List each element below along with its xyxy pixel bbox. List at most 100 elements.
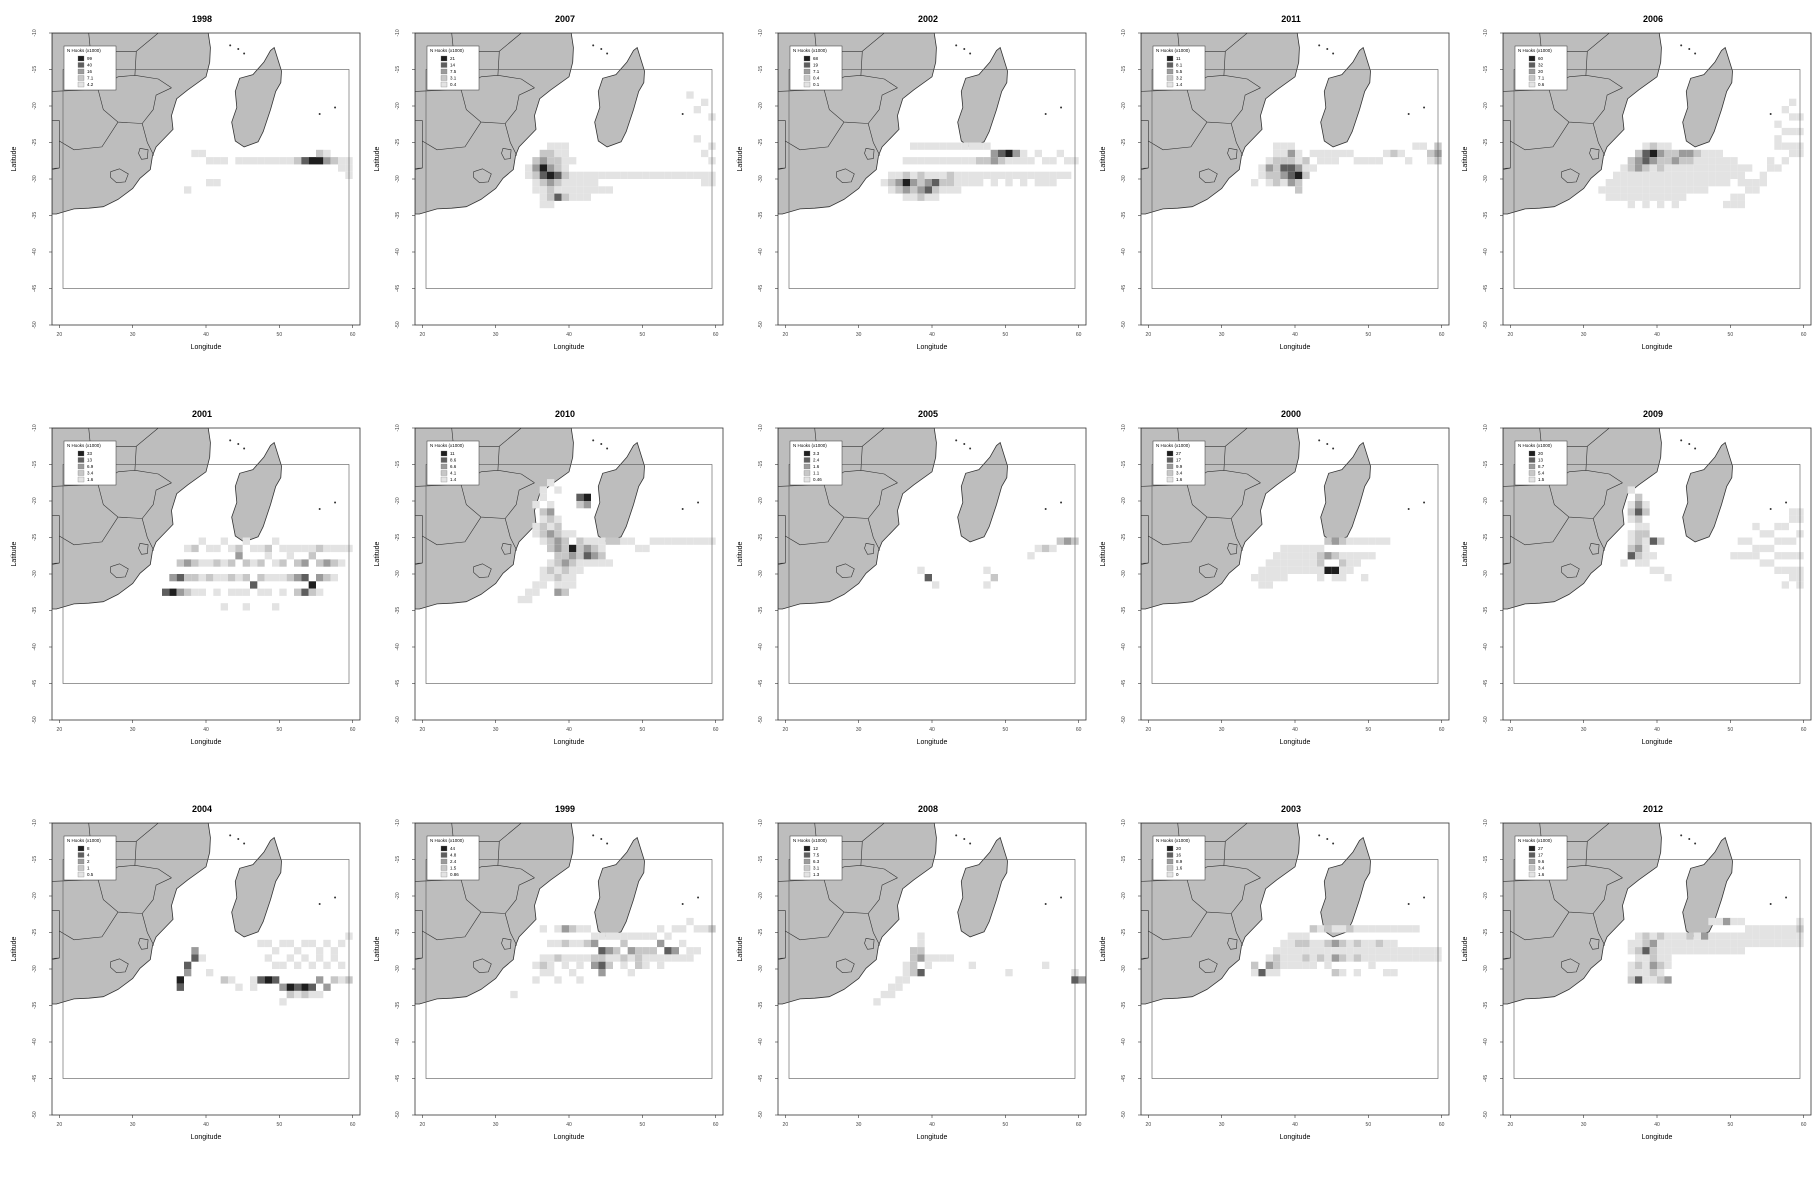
effort-cell	[330, 157, 338, 165]
effort-cell	[924, 193, 932, 201]
island-dot	[1688, 48, 1691, 51]
madagascar-landmass	[594, 441, 645, 543]
y-tick-label: -45	[32, 285, 38, 292]
map-panel: 2007 20 30 40 50 60 -10 -15 -20 -25 -30 -35 -40 -45 -5…	[363, 0, 725, 395]
effort-cell	[895, 983, 903, 991]
effort-cell	[1752, 925, 1760, 933]
effort-cell	[1759, 932, 1767, 940]
effort-cell	[316, 574, 324, 582]
effort-cell	[286, 939, 294, 948]
y-tick-label: -30	[395, 175, 401, 182]
effort-cell	[1737, 917, 1745, 926]
effort-cell	[1317, 544, 1325, 553]
effort-cell	[1397, 925, 1405, 933]
effort-cell	[583, 552, 591, 560]
effort-cell	[1375, 954, 1383, 962]
y-tick-label: -30	[1121, 965, 1127, 972]
effort-cell	[1627, 947, 1635, 955]
effort-cell	[1295, 947, 1303, 955]
madagascar-landmass	[231, 836, 282, 938]
effort-cell	[932, 171, 940, 179]
legend-title: N Hooks (x1000)	[1518, 443, 1552, 448]
x-axis-label: Longitude	[191, 1134, 222, 1141]
country-border	[52, 120, 60, 169]
y-tick-label: -50	[32, 321, 38, 328]
x-tick-label: 30	[130, 1122, 136, 1128]
island-dot	[1423, 501, 1426, 504]
effort-cell	[1642, 171, 1650, 179]
effort-cell	[191, 588, 199, 596]
panel-title: 2010	[555, 409, 575, 419]
effort-cell	[547, 149, 555, 158]
country-border	[415, 515, 423, 564]
effort-cell	[679, 925, 687, 933]
x-tick-label: 60	[1801, 332, 1807, 338]
legend-entry: 4	[87, 853, 90, 858]
island-dot	[1044, 903, 1047, 906]
legend-entry: 33	[87, 451, 93, 456]
effort-cell	[561, 149, 569, 158]
country-border	[1592, 913, 1606, 946]
y-tick-label: -15	[1121, 856, 1127, 863]
effort-cell	[1309, 954, 1317, 962]
y-tick-label: -20	[1483, 497, 1489, 504]
y-tick-label: -20	[758, 102, 764, 109]
effort-cell	[169, 574, 177, 582]
y-tick-label: -10	[395, 424, 401, 431]
effort-cell	[1627, 157, 1635, 165]
country-border	[52, 957, 60, 960]
effort-cell	[1752, 179, 1760, 187]
effort-cell	[1287, 954, 1295, 962]
map-panel: 1999 20 30 40 50 60 -10 -15 -20 -25 -30 -35 -40 -45 -5…	[363, 790, 725, 1185]
legend-entry: 3.4	[1176, 471, 1183, 476]
effort-cell	[1686, 947, 1694, 955]
madagascar-landmass	[1682, 441, 1733, 543]
country-border	[141, 913, 155, 946]
effort-cell	[569, 581, 577, 589]
island-dot	[592, 44, 595, 47]
effort-cell	[1280, 142, 1288, 150]
country-border	[141, 123, 155, 156]
legend-entry: 16	[87, 69, 93, 74]
effort-cell	[176, 574, 184, 582]
country-border	[1592, 123, 1606, 156]
y-tick-label: -40	[758, 248, 764, 255]
effort-cell	[1397, 954, 1405, 962]
x-tick-label: 60	[1439, 332, 1445, 338]
x-tick-label: 60	[713, 1122, 719, 1128]
island-dot	[1326, 443, 1329, 446]
x-tick-label: 30	[1219, 727, 1225, 733]
effort-cell	[250, 559, 258, 567]
x-axis-label: Longitude	[1642, 1134, 1673, 1141]
island-dot	[318, 903, 321, 906]
effort-cell	[591, 954, 599, 962]
lesotho-outline	[836, 563, 855, 579]
legend-swatch	[1166, 68, 1174, 75]
effort-cell	[1353, 157, 1361, 165]
effort-cell	[605, 947, 613, 955]
effort-cell	[1273, 149, 1281, 158]
effort-cell	[1627, 530, 1635, 538]
effort-cell	[323, 544, 331, 553]
country-border	[1592, 518, 1606, 551]
effort-cell	[1789, 149, 1797, 158]
effort-cell	[191, 149, 199, 158]
map-panel: 2001 20 30 40 50 60 -10 -15 -20 -25 -30 -35 -40 -45 -5…	[0, 395, 362, 790]
effort-cell	[554, 193, 562, 201]
effort-cell	[286, 954, 294, 962]
effort-cell	[939, 157, 947, 165]
effort-cell	[554, 581, 562, 589]
effort-cell	[917, 157, 925, 165]
effort-cell	[605, 954, 613, 962]
effort-cell	[569, 552, 577, 560]
effort-cell	[1642, 508, 1650, 516]
effort-cell	[1287, 171, 1295, 179]
y-tick-label: -10	[758, 424, 764, 431]
effort-cell	[1635, 157, 1643, 165]
effort-cell	[272, 537, 280, 545]
legend-swatch	[440, 450, 448, 457]
effort-cell	[983, 566, 991, 574]
effort-cell	[554, 486, 562, 494]
